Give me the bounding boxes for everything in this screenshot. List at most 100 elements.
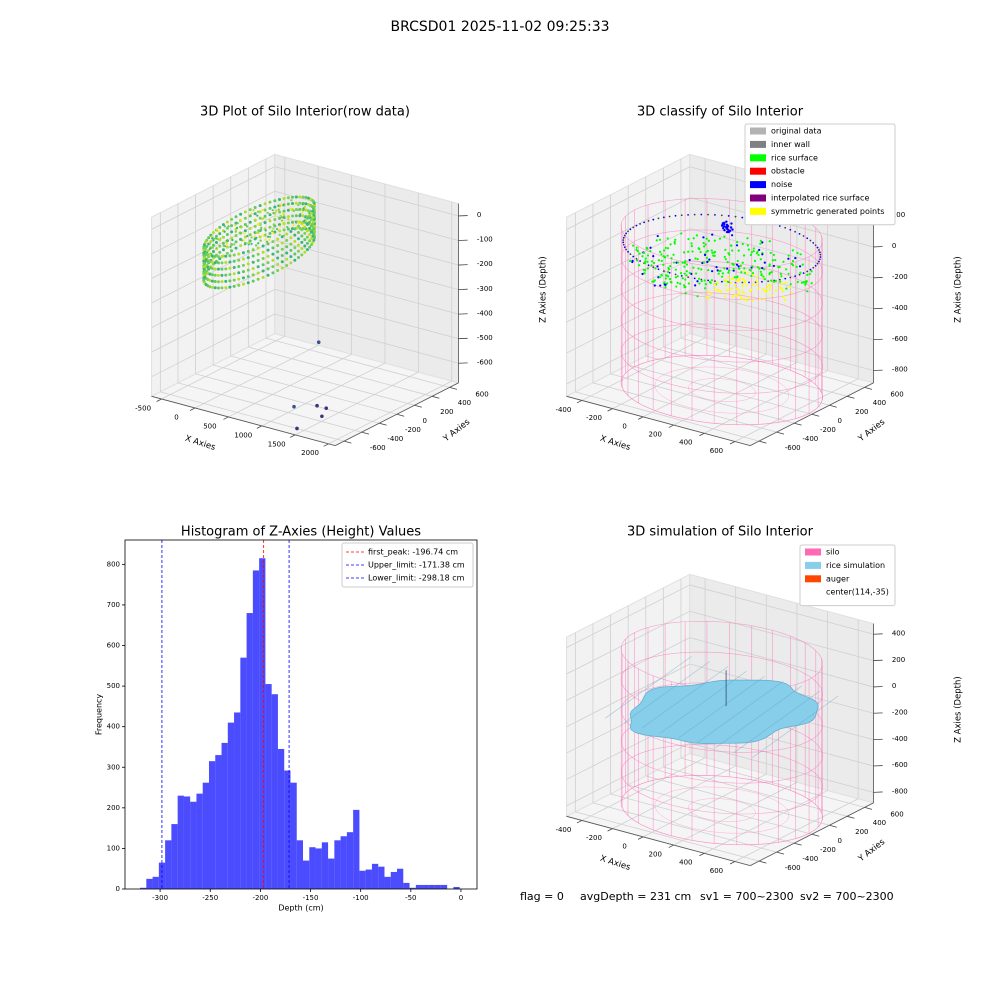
point: [728, 253, 731, 256]
footer-sv2: sv2 = 700~2300: [800, 890, 894, 903]
bar: [227, 722, 235, 889]
point: [719, 290, 723, 293]
point: [250, 212, 253, 215]
point: [273, 205, 277, 209]
point: [225, 233, 229, 237]
point: [303, 238, 307, 242]
point: [208, 247, 212, 250]
point: [666, 254, 669, 257]
point: [290, 199, 293, 202]
legend-label: obstacle: [771, 167, 805, 176]
point: [315, 403, 319, 408]
point: [289, 236, 293, 240]
z-tick-label: -300: [477, 285, 493, 293]
point: [687, 213, 689, 216]
point: [696, 280, 699, 283]
point: [735, 276, 738, 279]
bar: [371, 863, 379, 889]
point: [220, 261, 224, 265]
point: [654, 267, 657, 270]
point: [282, 234, 285, 237]
tick-mark: [323, 443, 329, 447]
point: [299, 213, 302, 216]
x-tick-label: 400: [679, 859, 692, 867]
point: [251, 260, 255, 264]
point: [658, 238, 662, 241]
point: [259, 239, 262, 242]
point: [735, 287, 738, 291]
point: [287, 218, 290, 221]
point: [251, 248, 255, 252]
point: [669, 243, 672, 246]
point: [806, 270, 809, 273]
point: [679, 282, 682, 285]
point: [242, 239, 245, 242]
tick-mark: [361, 431, 370, 435]
point: [741, 242, 744, 246]
point: [268, 235, 272, 239]
tick-mark: [864, 386, 873, 390]
point: [684, 278, 687, 281]
y-tick-label: 600: [890, 810, 903, 818]
point: [802, 272, 805, 275]
z-tick-label: -800: [892, 788, 908, 796]
point: [652, 218, 655, 221]
tick-mark: [343, 440, 352, 444]
point: [228, 260, 232, 264]
point: [656, 265, 659, 268]
point: [731, 295, 734, 298]
point: [300, 247, 304, 251]
point: [647, 264, 650, 267]
grid-line: [610, 793, 795, 844]
point: [293, 258, 297, 262]
bar: [196, 793, 203, 889]
z-axis-label: Z Axies (Depth): [953, 256, 963, 323]
tick-mark: [729, 861, 736, 865]
y-tick-label: 600: [107, 642, 120, 650]
rice-mesh: [641, 665, 729, 729]
point: [674, 214, 677, 217]
point: [277, 208, 280, 211]
point: [271, 271, 275, 275]
point: [690, 245, 693, 248]
point: [248, 239, 252, 243]
point: [674, 276, 678, 279]
point: [263, 221, 267, 225]
point: [639, 260, 642, 262]
tick-mark: [776, 431, 785, 435]
point: [713, 283, 717, 287]
point: [289, 207, 292, 210]
point: [228, 273, 232, 277]
point: [631, 260, 634, 264]
point: [736, 259, 739, 263]
tick-mark: [699, 432, 705, 437]
grid-line: [566, 197, 690, 261]
point: [744, 298, 748, 301]
point: [723, 255, 726, 259]
point: [699, 250, 702, 254]
tick-mark: [864, 806, 873, 810]
point: [644, 262, 647, 265]
y-tick-label: -600: [370, 444, 386, 452]
point: [229, 245, 232, 248]
point: [801, 263, 804, 266]
point: [289, 248, 293, 252]
point: [770, 270, 773, 274]
point: [230, 224, 234, 228]
z-tick-label: 200: [892, 211, 905, 219]
point: [728, 229, 732, 232]
bar: [221, 742, 228, 889]
point: [674, 238, 677, 241]
point: [750, 251, 753, 254]
silo-floor-ring: [654, 366, 790, 414]
point: [212, 239, 215, 242]
grid-line: [230, 355, 415, 406]
legend-swatch: [805, 575, 821, 583]
bar: [353, 809, 360, 889]
point: [711, 251, 714, 254]
point: [306, 196, 310, 200]
point: [798, 265, 802, 268]
point: [271, 230, 274, 233]
point: [738, 267, 741, 270]
z-tick-label: 0: [892, 242, 896, 250]
